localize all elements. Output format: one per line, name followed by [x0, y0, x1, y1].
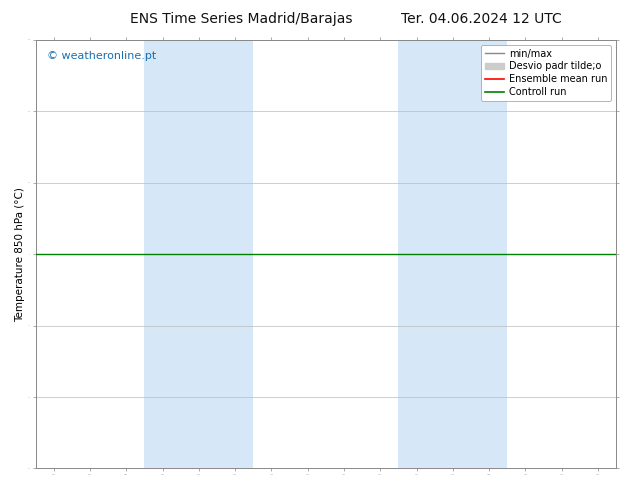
Text: ENS Time Series Madrid/Barajas: ENS Time Series Madrid/Barajas: [130, 12, 352, 26]
Bar: [399, 40, 507, 468]
Y-axis label: Temperature 850 hPa (°C): Temperature 850 hPa (°C): [15, 187, 25, 321]
Legend: min/max, Desvio padr tilde;o, Ensemble mean run, Controll run: min/max, Desvio padr tilde;o, Ensemble m…: [481, 45, 611, 101]
Text: © weatheronline.pt: © weatheronline.pt: [47, 50, 157, 61]
Bar: [145, 40, 254, 468]
Text: Ter. 04.06.2024 12 UTC: Ter. 04.06.2024 12 UTC: [401, 12, 562, 26]
